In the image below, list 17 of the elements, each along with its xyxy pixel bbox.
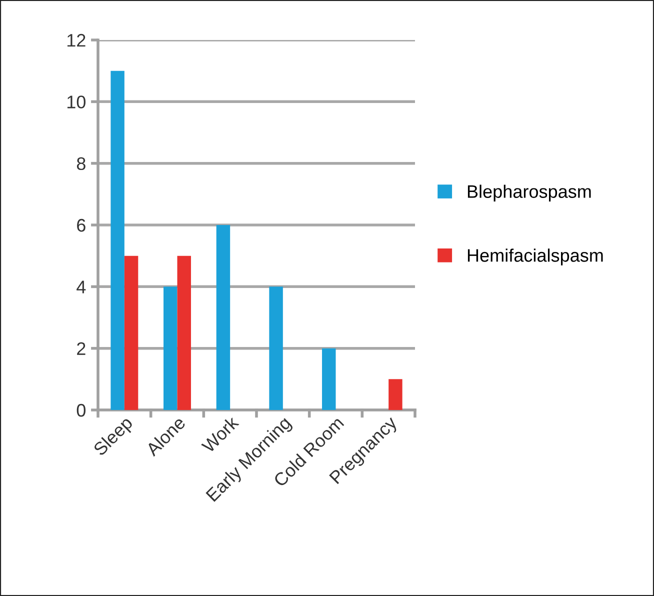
y-tick-label: 6 [77, 218, 86, 232]
y-tick-label: 12 [67, 34, 86, 47]
y-tick-label: 8 [76, 157, 86, 170]
bar [164, 286, 178, 410]
bar [177, 256, 191, 410]
legend-label: Hemifacialspasm [468, 248, 603, 266]
y-tick-label: 10 [67, 96, 86, 108]
bar [216, 225, 230, 410]
y-tick-label: 4 [76, 280, 86, 294]
y-tick-label: 0 [76, 404, 86, 417]
bar [388, 379, 402, 410]
legend-label: Blepharospasm [468, 184, 591, 202]
bar [269, 286, 283, 410]
y-tick-label: 2 [77, 342, 86, 355]
bar [110, 70, 124, 410]
bar [124, 256, 138, 410]
bar [322, 348, 336, 410]
